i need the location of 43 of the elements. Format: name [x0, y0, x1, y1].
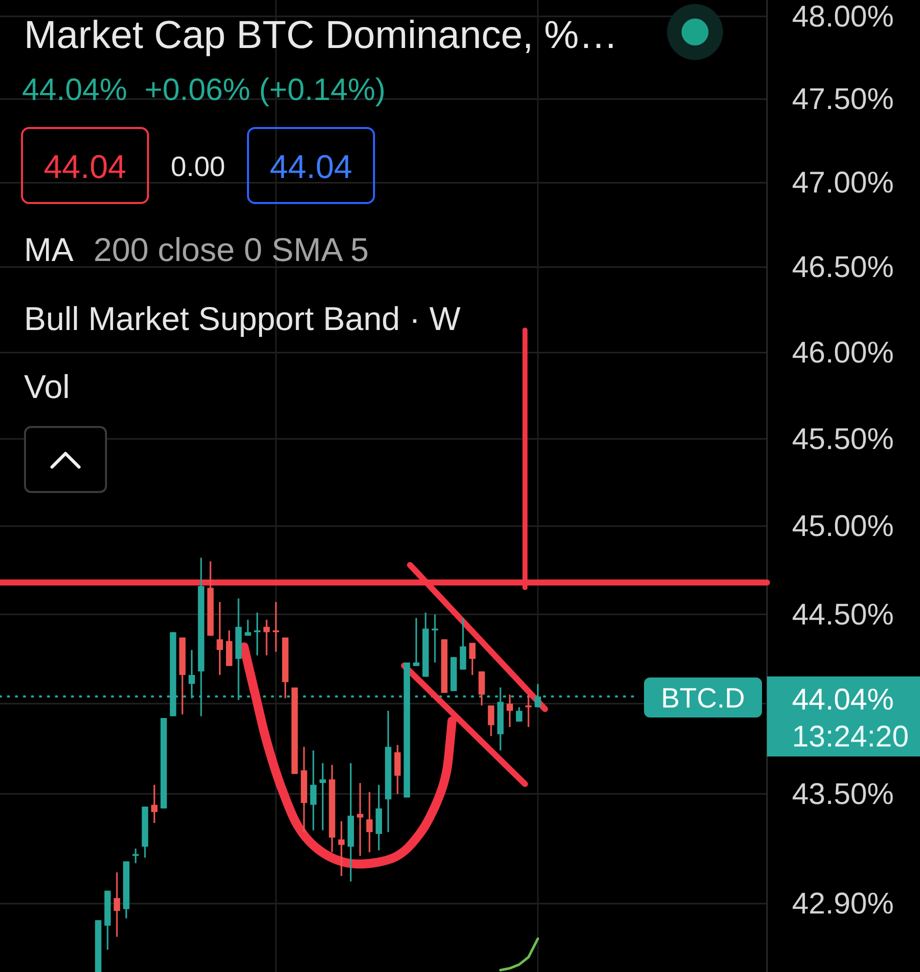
ref-line-label: BTC.D: [661, 682, 745, 713]
candlestick: [469, 642, 476, 676]
annotation: 44.04: [44, 148, 126, 184]
candlestick: [356, 782, 364, 857]
candlestick: [151, 784, 158, 824]
candlestick: [216, 601, 223, 676]
candlestick: [132, 848, 139, 864]
text: 13:24:20: [792, 720, 909, 753]
candlestick: [516, 706, 522, 722]
y-tick-label: 44.50%: [792, 598, 894, 631]
text: 44.04% +0.06% (+0.14%): [22, 72, 386, 106]
y-tick-label: 47.00%: [792, 166, 894, 200]
annotation: 0.00: [170, 150, 226, 182]
annotation: 200 close 0 SMA 5: [94, 230, 369, 268]
y-tick-label: 46.50%: [792, 250, 894, 284]
annotation: Bull Market Support Band · W: [24, 300, 462, 336]
candlestick: [478, 670, 485, 706]
candlestick: [320, 762, 326, 832]
candlestick: [488, 704, 494, 737]
candlestick: [394, 744, 401, 795]
y-tick-label: 48.00%: [792, 0, 894, 33]
y-tick-label: 47.50%: [792, 82, 894, 116]
annotation: MA: [24, 230, 74, 268]
annotation: 44.04: [270, 148, 352, 184]
y-tick-label: 43.50%: [792, 777, 894, 810]
y-tick-label: 45.00%: [792, 510, 894, 543]
chart-title: Market Cap BTC Dominance, %…: [24, 14, 618, 56]
candlestick: [244, 618, 252, 637]
line-series: [499, 937, 540, 972]
candlestick: [506, 694, 513, 728]
y-tick-label: 46.00%: [792, 336, 894, 370]
candlestick: [310, 750, 317, 832]
candlestick: [114, 872, 120, 938]
candlestick: [338, 820, 345, 877]
candlestick: [460, 617, 466, 670]
candlestick: [413, 617, 420, 667]
annotation: Vol: [24, 368, 70, 404]
y-tick-label: 42.90%: [792, 887, 894, 920]
text: 44.04%: [792, 682, 894, 716]
candlestick: [366, 791, 373, 854]
y-tick-label: 45.50%: [792, 422, 894, 456]
candlestick: [263, 618, 270, 656]
candlestick: [432, 614, 438, 664]
